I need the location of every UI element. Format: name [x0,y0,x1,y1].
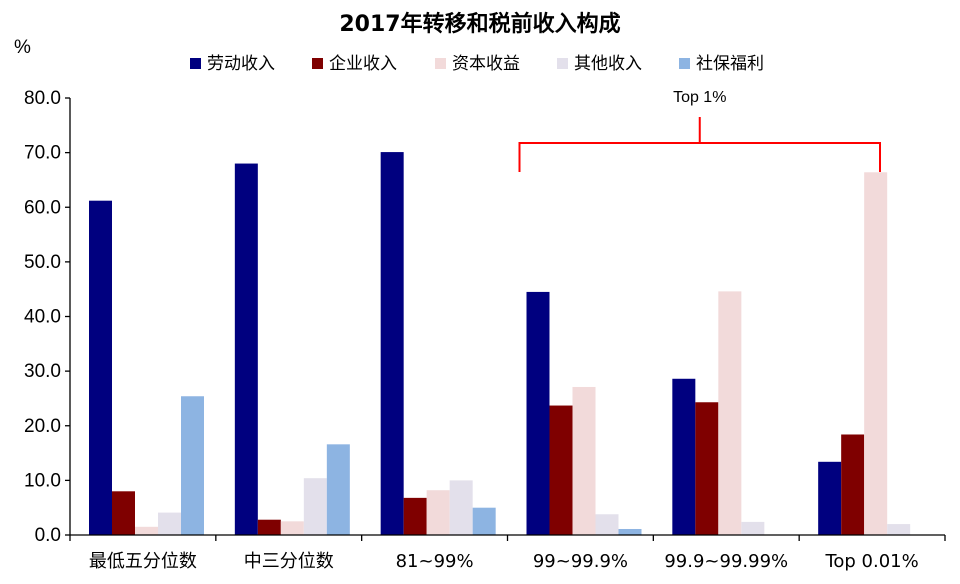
axes: 0.0 10.0 20.0 30.0 40.0 50.0 60.0 70.0 80.0 最低五分位… [24,88,946,572]
bar-s1-c4 [526,291,550,535]
y-axis-unit-label: % [14,37,31,58]
y-tick-label-20-0: 20.0 [24,416,61,437]
chart-title: 2017年转移和税前收入构成 [339,11,620,37]
bar-s5-c1 [181,396,204,535]
bar-s1-c1 [89,200,112,535]
legend-swatch-5 [679,58,690,69]
top-1-percent-bracket: Top 1% [518,89,881,172]
bracket-label: Top 1% [673,89,726,106]
y-tick-label-0-0: 0.0 [35,525,61,546]
bar-s4-c4 [595,514,619,535]
x-category-label-6: Top 0.01% [824,551,918,572]
bar-s4-c6 [887,524,911,535]
bar-s1-c3 [380,152,404,535]
legend-swatch-4 [557,58,568,69]
legend-label-3: 资本收益 [452,54,520,74]
bar-s4-c1 [158,512,181,535]
legend-label-5: 社保福利 [696,54,764,74]
legend-label-2: 企业收入 [329,54,397,74]
y-tick-label-80-0: 80.0 [24,88,61,109]
x-category-label-1: 最低五分位数 [89,551,197,572]
x-category-label-2: 中三分位数 [244,551,334,572]
y-tick-label-70-0: 70.0 [24,143,61,164]
bar-s3-c4 [572,386,596,535]
bar-s4-c2 [303,478,327,535]
bar-s3-c6 [864,172,888,536]
bar-s5-c2 [326,444,350,535]
bar-s3-c2 [280,521,304,535]
legend-swatch-1 [190,58,201,69]
bar-s1-c6 [818,461,842,535]
bar-s1-c5 [672,378,696,535]
x-category-label-5: 99.9~99.99% [664,551,788,572]
x-category-label-4: 99~99.9% [533,551,628,572]
bar-s5-c4 [618,528,642,535]
bar-s4-c3 [449,480,473,536]
x-category-label-3: 81~99% [396,551,474,572]
legend-swatch-2 [312,58,323,69]
bar-s3-c5 [718,291,742,535]
bar-s5-c3 [472,507,496,535]
bar-s1-c2 [234,163,258,536]
bar-s2-c5 [695,402,719,535]
y-tick-label-50-0: 50.0 [24,252,61,273]
bar-s2-c6 [841,434,865,535]
bar-s4-c5 [741,521,765,535]
y-tick-label-40-0: 40.0 [24,307,61,328]
bar-s2-c4 [549,405,573,535]
y-tick-label-10-0: 10.0 [24,470,61,491]
bar-s3-c1 [135,526,158,535]
bar-s2-c3 [403,497,427,535]
legend-label-4: 其他收入 [574,54,642,74]
y-tick-label-60-0: 60.0 [24,197,61,218]
bars [89,152,911,536]
bar-s2-c2 [257,519,281,535]
bracket-line [518,142,881,172]
bar-s3-c3 [426,490,450,535]
bar-s2-c1 [112,491,135,535]
legend-label-1: 劳动收入 [207,54,275,74]
y-tick-label-30-0: 30.0 [24,361,61,382]
legend-swatch-3 [435,58,446,69]
legend: 劳动收入 企业收入 资本收益 其他收入 社保福利 [190,54,764,74]
